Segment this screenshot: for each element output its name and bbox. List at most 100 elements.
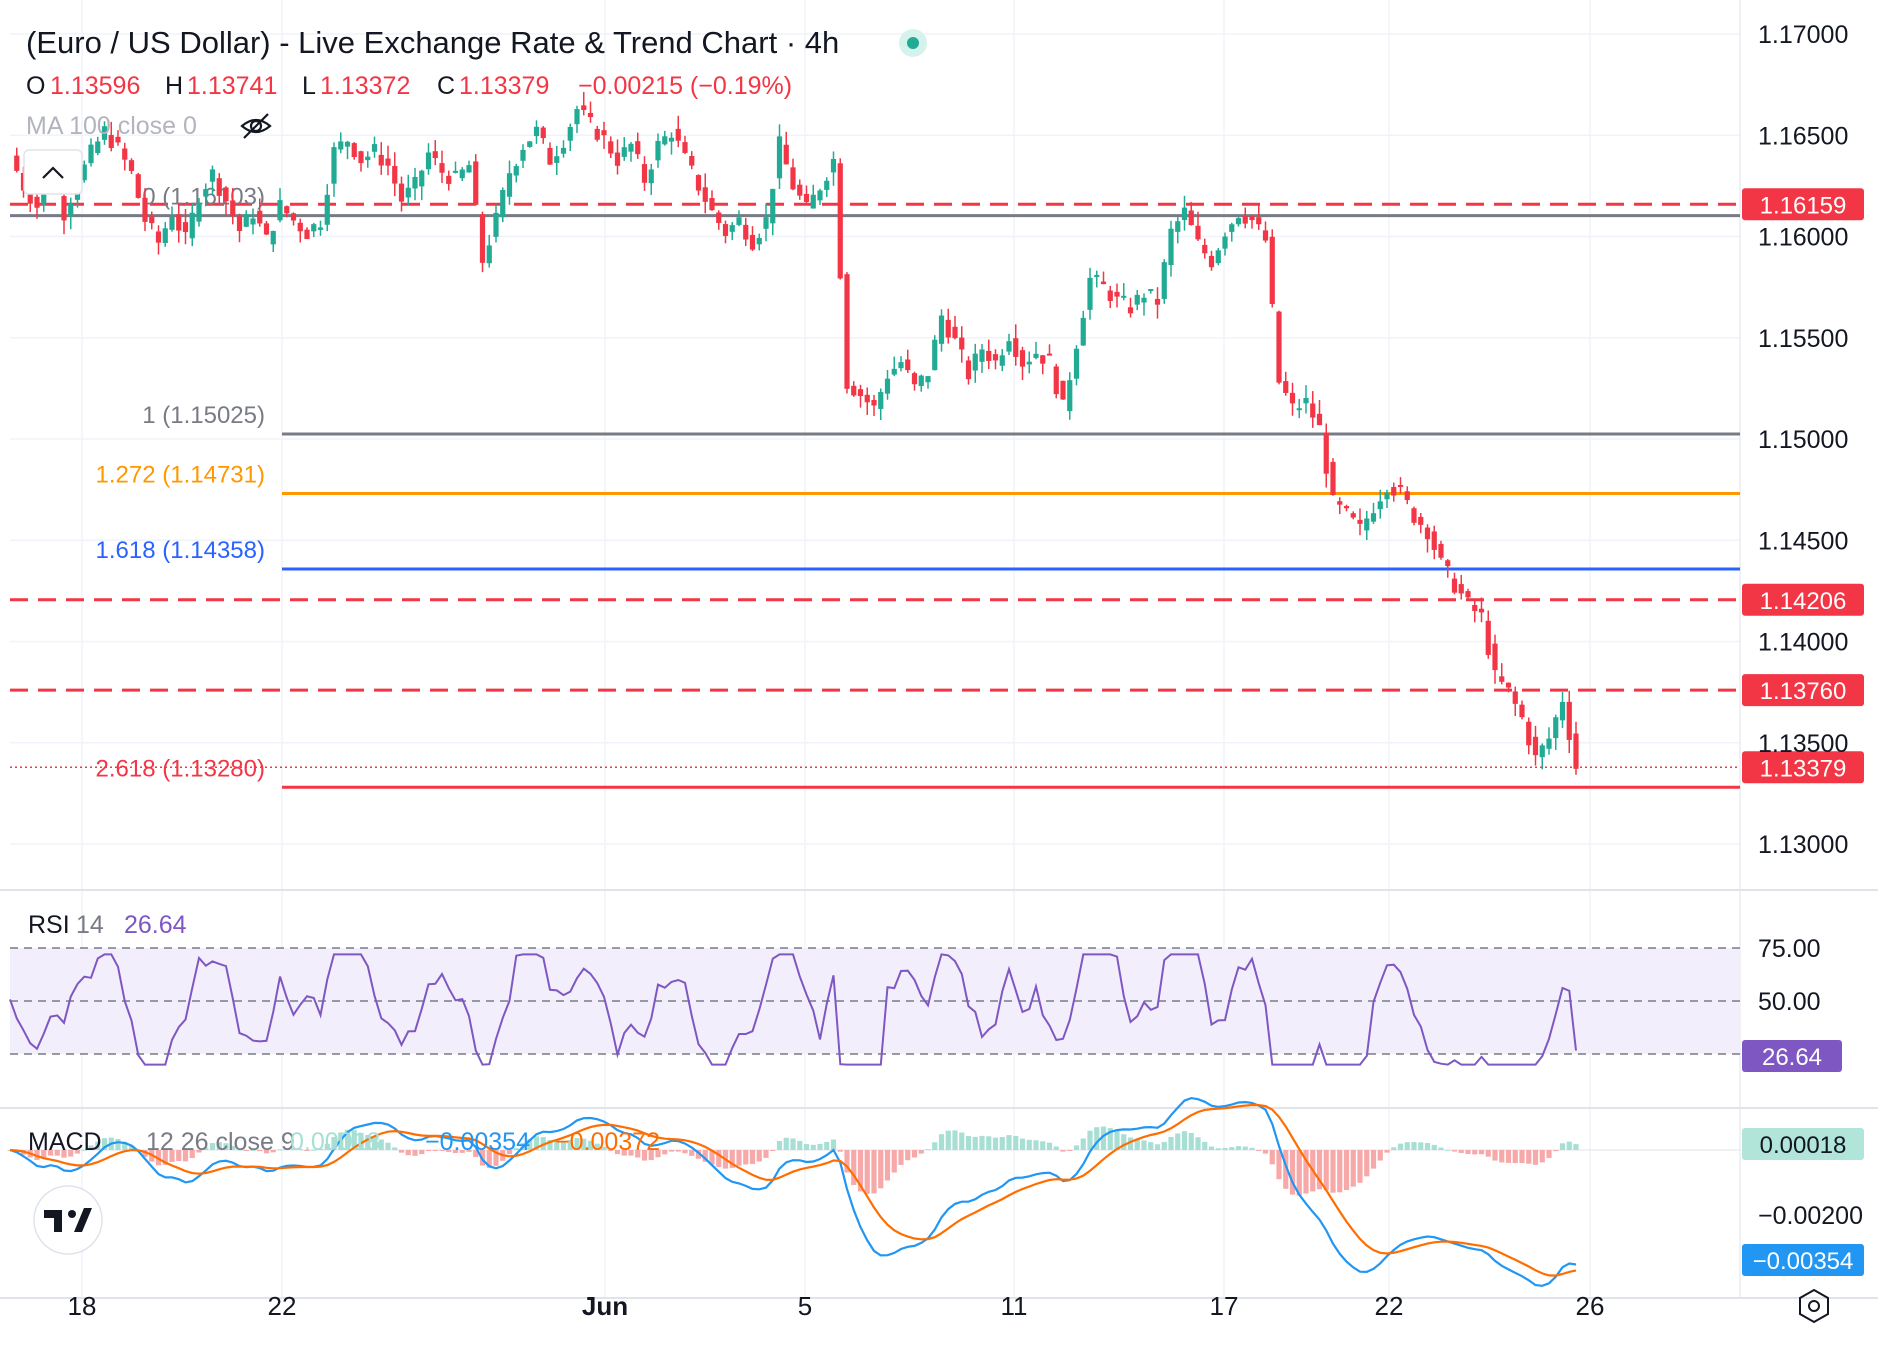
candle-body: [1553, 717, 1559, 739]
candle-body: [1418, 516, 1424, 525]
candle-body: [317, 227, 324, 230]
macd-histogram-bar: [311, 1149, 317, 1151]
candle-body: [1154, 298, 1161, 305]
candle-body: [405, 187, 411, 198]
macd-histogram-bar: [729, 1150, 735, 1168]
candle-body: [1127, 307, 1134, 314]
macd-histogram-bar: [1269, 1150, 1275, 1165]
candle-body: [1364, 518, 1370, 531]
candle-body: [648, 169, 654, 184]
ohlc-high-value: 1.13741: [187, 72, 277, 100]
macd-hist-tag: [1742, 1128, 1864, 1160]
macd-histogram-bar: [1249, 1147, 1255, 1150]
current-price-tag: [1742, 751, 1864, 784]
macd-histogram-bar: [648, 1150, 654, 1161]
fib-level-label: 2.618 (1.13280): [96, 755, 265, 782]
candle-body: [1424, 527, 1431, 540]
macd-histogram-bar: [277, 1149, 283, 1151]
candle-body: [34, 196, 40, 208]
macd-histogram-bar: [837, 1150, 843, 1152]
collapse-legend-button[interactable]: [23, 149, 83, 195]
candle-body: [574, 109, 580, 125]
macd-histogram-bar: [1532, 1150, 1539, 1165]
macd-histogram-bar: [567, 1140, 573, 1150]
candle-body: [506, 173, 513, 197]
time-tick-label: 18: [68, 1291, 97, 1321]
candle-body: [1134, 294, 1140, 305]
macd-histogram-bar: [459, 1150, 465, 1153]
current-price-label: 1.13379: [1760, 755, 1847, 782]
macd-histogram-bar: [689, 1150, 695, 1156]
macd-histogram-bar: [1033, 1140, 1039, 1150]
candle-body: [1343, 506, 1350, 509]
candle-body: [122, 148, 128, 160]
macd-histogram-bar: [945, 1130, 951, 1150]
candle-body: [1256, 217, 1262, 225]
macd-histogram-bar: [884, 1150, 891, 1181]
rsi-legend[interactable]: RSI 14 26.64: [28, 911, 187, 939]
macd-histogram-bar: [898, 1150, 904, 1165]
ma-legend[interactable]: MA 100 close 0: [26, 112, 272, 140]
macd-histogram-bar: [695, 1150, 702, 1159]
candle-body: [263, 223, 270, 235]
candle-body: [14, 155, 20, 171]
macd-histogram-bar: [1161, 1141, 1167, 1150]
candle-body: [905, 359, 911, 371]
candle-body: [1026, 361, 1032, 365]
price-tick-label: 1.13500: [1758, 730, 1848, 758]
macd-histogram-bar: [351, 1130, 357, 1150]
candle-body: [1121, 295, 1127, 298]
macd-histogram-bar: [257, 1150, 263, 1152]
tradingview-logo[interactable]: [33, 1185, 103, 1255]
macd-histogram-bar: [965, 1136, 972, 1150]
macd-histogram-bar: [1276, 1150, 1282, 1180]
level-price-label: 1.16159: [1760, 192, 1847, 219]
candle-body: [1188, 210, 1194, 225]
macd-histogram-bar: [297, 1148, 303, 1150]
candle-body: [290, 213, 297, 221]
candle-body: [432, 151, 438, 159]
candle-body: [216, 178, 222, 196]
candle-body: [182, 222, 189, 233]
macd-histogram-bar: [756, 1150, 762, 1162]
price-tick-label: 1.14500: [1758, 527, 1848, 555]
candle-body: [392, 166, 398, 184]
macd-histogram-bar: [432, 1150, 438, 1151]
title-legend[interactable]: (Euro / US Dollar) - Live Exchange Rate …: [26, 25, 927, 60]
macd-histogram-bar: [1573, 1144, 1579, 1150]
candle-body: [1512, 691, 1518, 704]
rsi-value: 26.64: [124, 911, 187, 939]
candle-body: [304, 229, 310, 240]
macd-histogram-bar: [452, 1150, 459, 1154]
macd-name: MACD: [28, 1128, 102, 1156]
candle-body: [1451, 578, 1458, 593]
candle-body: [270, 230, 276, 245]
candle-body: [203, 189, 209, 197]
macd-histogram-bar: [439, 1150, 445, 1151]
macd-histogram-bar: [864, 1150, 870, 1194]
candle-body: [1316, 413, 1323, 426]
macd-histogram-bar: [803, 1144, 810, 1150]
candle-body: [1215, 250, 1221, 264]
candle-body: [425, 152, 432, 170]
candle-body: [1067, 380, 1073, 412]
ohlc-high-label: H: [165, 72, 183, 100]
macd-histogram-bar: [176, 1150, 182, 1162]
macd-histogram-bar: [169, 1150, 175, 1162]
macd-histogram-bar: [790, 1138, 796, 1150]
settings-gear-icon[interactable]: [1799, 1288, 1829, 1324]
grid-lines: [10, 0, 1740, 1298]
macd-histogram-bar: [1087, 1130, 1093, 1150]
macd-histogram-bar: [47, 1150, 54, 1156]
macd-histogram-bar: [1330, 1150, 1336, 1193]
macd-legend[interactable]: MACD 12 26 close 9 0.00018 −0.00354 −0.0…: [28, 1128, 660, 1156]
candle-body: [1262, 230, 1269, 241]
candle-body: [486, 245, 492, 264]
macd-histogram-bar: [1262, 1150, 1269, 1154]
macd-histogram-bar: [1188, 1132, 1194, 1150]
eye-hidden-icon[interactable]: [240, 113, 272, 139]
candle-body: [1040, 355, 1046, 364]
level-price-label: 1.14206: [1760, 588, 1847, 615]
candle-body: [1384, 492, 1390, 500]
